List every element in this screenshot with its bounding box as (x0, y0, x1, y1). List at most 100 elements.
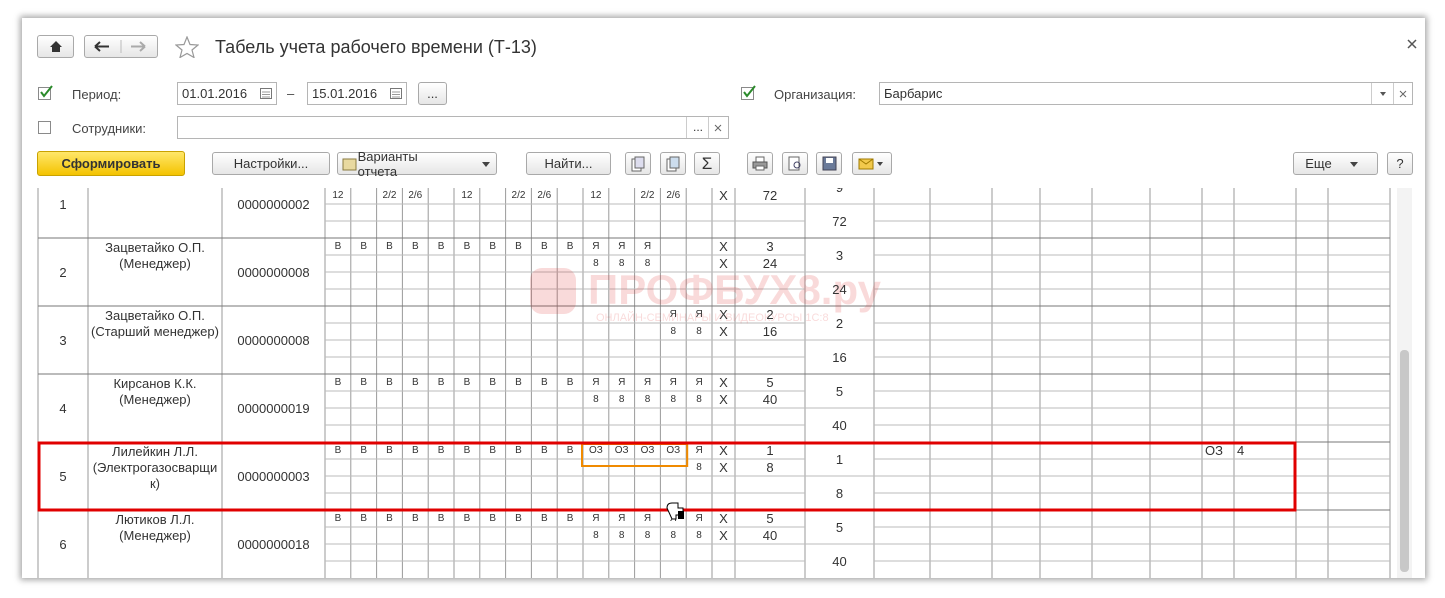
hours-total: 8 (835, 485, 844, 501)
nav-buttons[interactable] (84, 35, 158, 58)
close-button[interactable] (1407, 39, 1417, 49)
day-code: В (489, 377, 497, 388)
day-code: ОЗ (640, 445, 655, 456)
employees-clear[interactable] (708, 117, 729, 138)
x-mark: X (719, 256, 728, 271)
day-hours: 8 (670, 530, 677, 541)
highlight-row (37, 441, 1297, 512)
day-code: В (386, 445, 393, 456)
hours-total: 40 (832, 417, 847, 433)
day-code: В (489, 445, 497, 456)
day-code: В (566, 513, 574, 524)
day-code: В (463, 513, 471, 524)
save-button[interactable] (816, 152, 842, 175)
settings-button[interactable]: Настройки... (212, 152, 330, 175)
hours-total: 5 (835, 383, 844, 399)
period-checkbox[interactable] (38, 85, 53, 100)
day-hours: 2/2 (640, 190, 655, 201)
employees-more[interactable]: ... (686, 117, 709, 138)
x-mark: X (719, 307, 728, 322)
day-code: В (386, 377, 393, 388)
org-field-buttons[interactable] (1371, 83, 1413, 104)
date-to-field[interactable]: 15.01.2016 (307, 82, 407, 105)
day-code: ОЗ (614, 445, 629, 456)
home-icon (49, 41, 62, 52)
day-hours: 8 (593, 258, 599, 269)
day-code: Я (695, 445, 703, 456)
check-mark (40, 85, 53, 98)
day-hours: 8 (670, 326, 677, 337)
period-label: Период: (72, 87, 122, 102)
paste-button[interactable] (660, 152, 686, 175)
variants-button[interactable]: Варианты отчета (337, 149, 497, 179)
day-code: Я (618, 377, 626, 388)
row-number: 1 (59, 196, 67, 212)
copy-button[interactable] (625, 152, 651, 175)
hours-total: 3 (835, 247, 844, 263)
day-hours: 8 (696, 394, 702, 405)
tab-number: 0000000008 (237, 332, 310, 348)
more-button[interactable]: Еще (1293, 152, 1378, 175)
day-code: Я (669, 377, 677, 388)
day-code: В (540, 241, 548, 252)
org-field[interactable]: Барбарис (879, 82, 1413, 105)
x-mark: X (719, 239, 728, 254)
window-title: Табель учета рабочего времени (Т-13) (215, 37, 537, 57)
row-number: 3 (59, 332, 67, 348)
hours-total: 40 (832, 553, 847, 569)
employees-checkbox[interactable] (38, 121, 51, 134)
org-checkbox[interactable] (741, 85, 756, 100)
find-button[interactable]: Найти... (526, 152, 611, 175)
generate-button[interactable]: Сформировать (37, 151, 185, 176)
variants-icon (342, 158, 357, 170)
tab-number: 0000000002 (237, 196, 310, 212)
row-number: 2 (59, 264, 67, 280)
period-more: ... (427, 86, 438, 101)
nav-arrows (94, 40, 146, 53)
period-dash: – (287, 86, 295, 101)
day-hours: 8 (618, 530, 625, 541)
day-code: В (566, 377, 574, 388)
sum-button[interactable]: Σ (694, 152, 720, 175)
employee-name: Зацветайко О.П. (Старший менеджер) (91, 308, 219, 339)
day-code: Я (669, 309, 677, 320)
variants-label: Варианты отчета (357, 148, 418, 179)
day-code: ОЗ (666, 445, 681, 456)
save-icon (822, 156, 836, 171)
day-code: Я (643, 377, 652, 388)
day-hours: 8 (696, 530, 702, 541)
day-code: В (360, 241, 368, 252)
absence-days: 4 (1237, 443, 1245, 458)
preview-button[interactable] (782, 152, 808, 175)
day-code: В (489, 241, 497, 252)
calendar-icon[interactable] (260, 88, 272, 99)
favorite-star[interactable] (175, 36, 199, 58)
mail-button[interactable] (852, 152, 892, 175)
calendar-icon[interactable] (390, 88, 402, 99)
days-total: 3 (766, 239, 774, 254)
day-hours: 8 (644, 394, 651, 405)
home-button[interactable] (37, 35, 74, 58)
employee-name: Зацветайко О.П. (Менеджер) (105, 240, 205, 271)
day-code: В (411, 241, 419, 252)
row-number: 5 (59, 468, 67, 484)
days-total: 1 (766, 443, 774, 458)
scrollbar-thumb[interactable] (1400, 350, 1409, 572)
org-value: Барбарис (884, 86, 943, 101)
print-button[interactable] (747, 152, 773, 175)
employee-name: Лилейкин Л.Л. (Электрогазосварщик) (92, 444, 218, 491)
help-button[interactable]: ? (1387, 152, 1413, 175)
settings-label: Настройки... (233, 156, 309, 171)
day-code: В (515, 241, 522, 252)
employees-field[interactable] (177, 116, 729, 139)
copy-icon (631, 156, 645, 171)
preview-icon (788, 156, 801, 171)
day-hours: 2/6 (537, 190, 552, 201)
x-mark: X (719, 460, 728, 475)
period-more-button[interactable]: ... (418, 82, 447, 105)
date-from-field[interactable]: 01.01.2016 (177, 82, 277, 105)
scrollbar[interactable] (1397, 188, 1412, 578)
day-hours: 8 (644, 530, 651, 541)
day-code: В (411, 445, 419, 456)
dropdown-arrow (482, 161, 491, 167)
